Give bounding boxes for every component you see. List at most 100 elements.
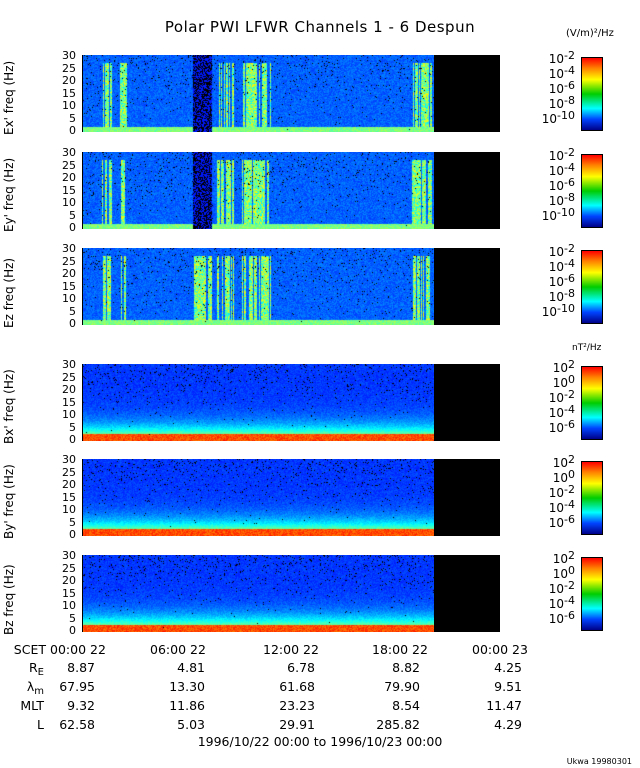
colorbar-tick-label: 10-10 bbox=[525, 303, 575, 319]
ephemeris-value: 9.32 bbox=[67, 698, 95, 713]
x-tick: 00:00 22 bbox=[50, 642, 106, 657]
spectrogram-panel bbox=[82, 152, 434, 229]
ephemeris-label-subscript: m bbox=[34, 686, 44, 697]
ephemeris-value: 67.95 bbox=[59, 679, 95, 694]
colorbar-tick-base: 10 bbox=[548, 194, 565, 208]
x-tick: 06:00 22 bbox=[150, 642, 206, 657]
colorbar-tick-exponent: -4 bbox=[564, 498, 575, 511]
colorbar-tick-base: 10 bbox=[552, 361, 568, 375]
colorbar-tick-base: 10 bbox=[548, 597, 565, 611]
ephemeris-value: 11.47 bbox=[486, 698, 522, 713]
y-axis-label: Ey' freq (Hz) bbox=[2, 157, 16, 232]
ephemeris-value: 79.90 bbox=[384, 679, 420, 694]
colorbar-tick-exponent: -6 bbox=[564, 418, 575, 431]
colorbar-tick-base: 10 bbox=[548, 179, 565, 193]
y-tick-label: 25 bbox=[62, 370, 76, 384]
colorbar-tick-base: 10 bbox=[548, 406, 565, 420]
ephemeris-value: 62.58 bbox=[59, 717, 95, 732]
y-tick-label: 10 bbox=[62, 408, 76, 421]
colorbar-tick-base: 10 bbox=[548, 612, 565, 626]
ephemeris-label-text: λ bbox=[26, 679, 35, 694]
colorbar-tick-base: 10 bbox=[552, 456, 568, 470]
colorbar-tick-label: 10-2 bbox=[525, 243, 575, 259]
panel-frame bbox=[82, 555, 501, 632]
colorbar-tick-label: 10-8 bbox=[525, 288, 575, 304]
colorbar-tick-base: 10 bbox=[552, 552, 568, 566]
colorbar-tick-label: 10-6 bbox=[525, 273, 575, 289]
y-tick-label: 10 bbox=[62, 196, 76, 209]
colorbar-tick-exponent: -6 bbox=[564, 272, 575, 285]
colorbar-tick-base: 10 bbox=[541, 209, 558, 223]
colorbar-tick-base: 10 bbox=[541, 112, 558, 126]
colorbar-tick-exponent: -4 bbox=[564, 403, 575, 416]
colorbar-tick-label: 102 bbox=[525, 550, 575, 566]
colorbar-tick-base: 10 bbox=[552, 471, 568, 485]
no-data-region bbox=[434, 555, 500, 632]
colorbar-tick-label: 10-6 bbox=[525, 514, 575, 530]
y-tick-label: 0 bbox=[69, 528, 76, 541]
colorbar-tick-label: 10-4 bbox=[525, 595, 575, 611]
colorbar-tick-exponent: 2 bbox=[568, 453, 575, 466]
colorbar-tick-exponent: -8 bbox=[564, 94, 575, 107]
y-tick-label: 0 bbox=[69, 124, 76, 137]
colorbar-tick-exponent: -8 bbox=[564, 287, 575, 300]
colorbar-tick-exponent: -2 bbox=[564, 49, 575, 62]
colorbar-tick-base: 10 bbox=[548, 97, 565, 111]
y-tick-label: 15 bbox=[62, 490, 76, 504]
colorbar-tick-exponent: 2 bbox=[568, 358, 575, 371]
colorbar-tick-label: 10-6 bbox=[525, 610, 575, 626]
colorbar-tick-exponent: -6 bbox=[564, 609, 575, 622]
y-tick-label: 20 bbox=[62, 383, 76, 396]
colorbar-tick-label: 10-8 bbox=[525, 95, 575, 111]
ephemeris-value: 285.82 bbox=[376, 717, 420, 732]
colorbar-tick-label: 100 bbox=[525, 469, 575, 485]
plot-title: Polar PWI LFWR Channels 1 - 6 Despun bbox=[164, 18, 476, 36]
y-tick-label: 20 bbox=[62, 478, 76, 491]
y-tick-label: 30 bbox=[62, 358, 76, 371]
y-tick-label: 0 bbox=[69, 433, 76, 446]
colorbar-tick-base: 10 bbox=[552, 376, 568, 390]
ephemeris-label: λm bbox=[0, 679, 44, 697]
colorbar bbox=[581, 557, 603, 631]
panel-frame bbox=[82, 364, 501, 441]
colorbar-tick-label: 102 bbox=[525, 454, 575, 470]
y-tick-label: 15 bbox=[62, 183, 76, 197]
y-tick-label: 10 bbox=[62, 599, 76, 612]
colorbar-tick-base: 10 bbox=[548, 82, 565, 96]
ephemeris-label-text: R bbox=[28, 660, 38, 675]
y-tick-label: 10 bbox=[62, 99, 76, 112]
panel-frame bbox=[82, 152, 501, 229]
no-data-region bbox=[434, 248, 500, 325]
colorbar-tick-base: 10 bbox=[548, 486, 565, 500]
colorbar-tick-label: 10-6 bbox=[525, 80, 575, 96]
colorbar-tick-exponent: 2 bbox=[568, 549, 575, 562]
e-colorbar-unit: (V/m)²/Hz bbox=[566, 28, 614, 39]
ephemeris-label-text: MLT bbox=[20, 698, 44, 713]
ephemeris-value: 8.82 bbox=[392, 660, 420, 675]
colorbar-tick-base: 10 bbox=[548, 149, 565, 163]
y-axis-label: Ez freq (Hz) bbox=[2, 257, 16, 328]
colorbar-tick-exponent: -6 bbox=[564, 79, 575, 92]
ephemeris-value: 29.91 bbox=[279, 717, 315, 732]
ephemeris-label-subscript: E bbox=[37, 667, 44, 678]
ephemeris-value: 8.54 bbox=[392, 698, 420, 713]
x-tick: 18:00 22 bbox=[372, 642, 428, 657]
x-tick: 12:00 22 bbox=[263, 642, 319, 657]
colorbar-tick-label: 10-10 bbox=[525, 207, 575, 223]
y-tick-label: 5 bbox=[69, 208, 76, 222]
colorbar-tick-label: 10-6 bbox=[525, 177, 575, 193]
colorbar-tick-exponent: -2 bbox=[564, 388, 575, 401]
colorbar-tick-base: 10 bbox=[548, 275, 565, 289]
colorbar-tick-label: 10-4 bbox=[525, 258, 575, 274]
spectrogram-canvas bbox=[82, 55, 434, 132]
y-tick-label: 25 bbox=[62, 61, 76, 75]
y-tick-label: 5 bbox=[69, 111, 76, 125]
colorbar bbox=[581, 461, 603, 535]
y-tick-label: 5 bbox=[69, 304, 76, 318]
panel-frame bbox=[82, 55, 501, 132]
colorbar-tick-exponent: -2 bbox=[564, 242, 575, 255]
y-tick-label: 15 bbox=[62, 86, 76, 100]
ephemeris-value: 11.86 bbox=[169, 698, 205, 713]
spectrogram-canvas bbox=[82, 364, 434, 441]
